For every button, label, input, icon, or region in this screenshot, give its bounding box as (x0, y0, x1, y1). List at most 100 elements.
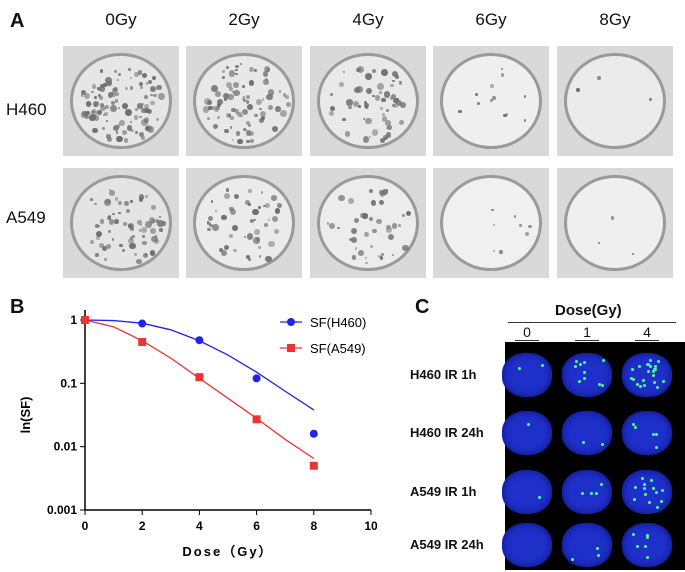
colony (129, 200, 133, 204)
colony (259, 111, 266, 118)
colony (147, 80, 152, 84)
nucleus-r0-c2 (622, 353, 672, 397)
colony (207, 117, 211, 121)
colony (274, 208, 281, 215)
colony (272, 126, 279, 133)
gamma-h2ax-focus (630, 367, 634, 371)
colony (365, 117, 372, 124)
colony (122, 102, 129, 110)
data-point-0-1 (138, 319, 147, 328)
colony (259, 255, 262, 258)
colony (253, 237, 260, 244)
colony (278, 90, 282, 93)
colony (371, 68, 377, 74)
panel-b-letter: B (10, 296, 25, 318)
colony (274, 229, 280, 235)
colony (91, 111, 94, 114)
colony (231, 224, 239, 232)
colony (96, 87, 100, 90)
colony (244, 199, 251, 205)
colony (236, 111, 243, 118)
x-tick-label: 2 (139, 519, 146, 533)
colony (353, 218, 360, 224)
colony (224, 98, 227, 101)
gamma-h2ax-focus (655, 386, 659, 390)
colony (280, 110, 288, 118)
colony (235, 72, 238, 76)
colony (207, 221, 211, 226)
colony (105, 198, 111, 204)
c-row-label-3: A549 IR 24h (410, 537, 484, 552)
colony (338, 194, 345, 201)
colony (150, 85, 157, 92)
colony (105, 80, 112, 87)
colony (249, 218, 253, 222)
colony (138, 229, 142, 233)
gamma-h2ax-focus (647, 369, 651, 373)
gamma-h2ax-focus (635, 382, 639, 386)
colony (402, 245, 409, 252)
gamma-h2ax-focus (583, 360, 587, 364)
colony (266, 68, 271, 73)
c-dose-label-0: 0 (515, 324, 539, 341)
colony (150, 93, 153, 96)
colony (264, 203, 270, 209)
colony (362, 136, 369, 143)
colony (244, 128, 247, 132)
colony (328, 222, 335, 229)
plate-a549-2 (310, 168, 426, 278)
colony (215, 91, 222, 98)
colony (129, 76, 133, 80)
nucleus-r2-c0 (502, 470, 552, 514)
colony (253, 218, 256, 221)
gamma-h2ax-focus (600, 384, 604, 388)
dish (563, 52, 667, 150)
colony (254, 69, 257, 72)
colony (346, 99, 353, 106)
colony (103, 257, 107, 261)
colony (348, 105, 352, 109)
colony (139, 223, 142, 226)
colony (126, 125, 133, 131)
colony (246, 139, 250, 144)
colony (95, 230, 102, 237)
colony (328, 110, 334, 116)
gamma-h2ax-focus (652, 433, 656, 437)
colony (154, 218, 159, 224)
colony (105, 76, 112, 84)
y-tick-label: 0.001 (47, 503, 77, 517)
colony (136, 258, 142, 265)
colony (134, 72, 139, 77)
colony (210, 105, 215, 111)
colony (114, 91, 120, 97)
colony (226, 82, 233, 89)
colony (518, 223, 522, 228)
colony (227, 94, 234, 101)
colony (376, 83, 384, 90)
colony (128, 222, 135, 229)
colony (99, 85, 106, 92)
data-point-1-0 (81, 316, 89, 324)
colony (235, 69, 238, 72)
colony (219, 248, 224, 253)
colony (352, 100, 359, 108)
colony (385, 227, 393, 234)
data-point-1-4 (309, 461, 318, 470)
colony (156, 118, 159, 121)
plate-h460-3 (433, 46, 549, 156)
dose-label-1: 2Gy (228, 10, 260, 29)
colony (212, 123, 219, 130)
colony (405, 210, 411, 216)
colony (102, 245, 107, 251)
gamma-h2ax-focus (661, 488, 665, 492)
colony (228, 86, 233, 92)
colony (258, 117, 264, 123)
y-axis-label: ln(SF) (18, 397, 33, 434)
dish (439, 52, 543, 150)
gamma-h2ax-focus (654, 490, 658, 494)
colony (370, 245, 374, 248)
colony (240, 114, 243, 118)
colony (97, 94, 101, 98)
plate-h460-4 (557, 46, 673, 156)
colony (157, 220, 164, 227)
